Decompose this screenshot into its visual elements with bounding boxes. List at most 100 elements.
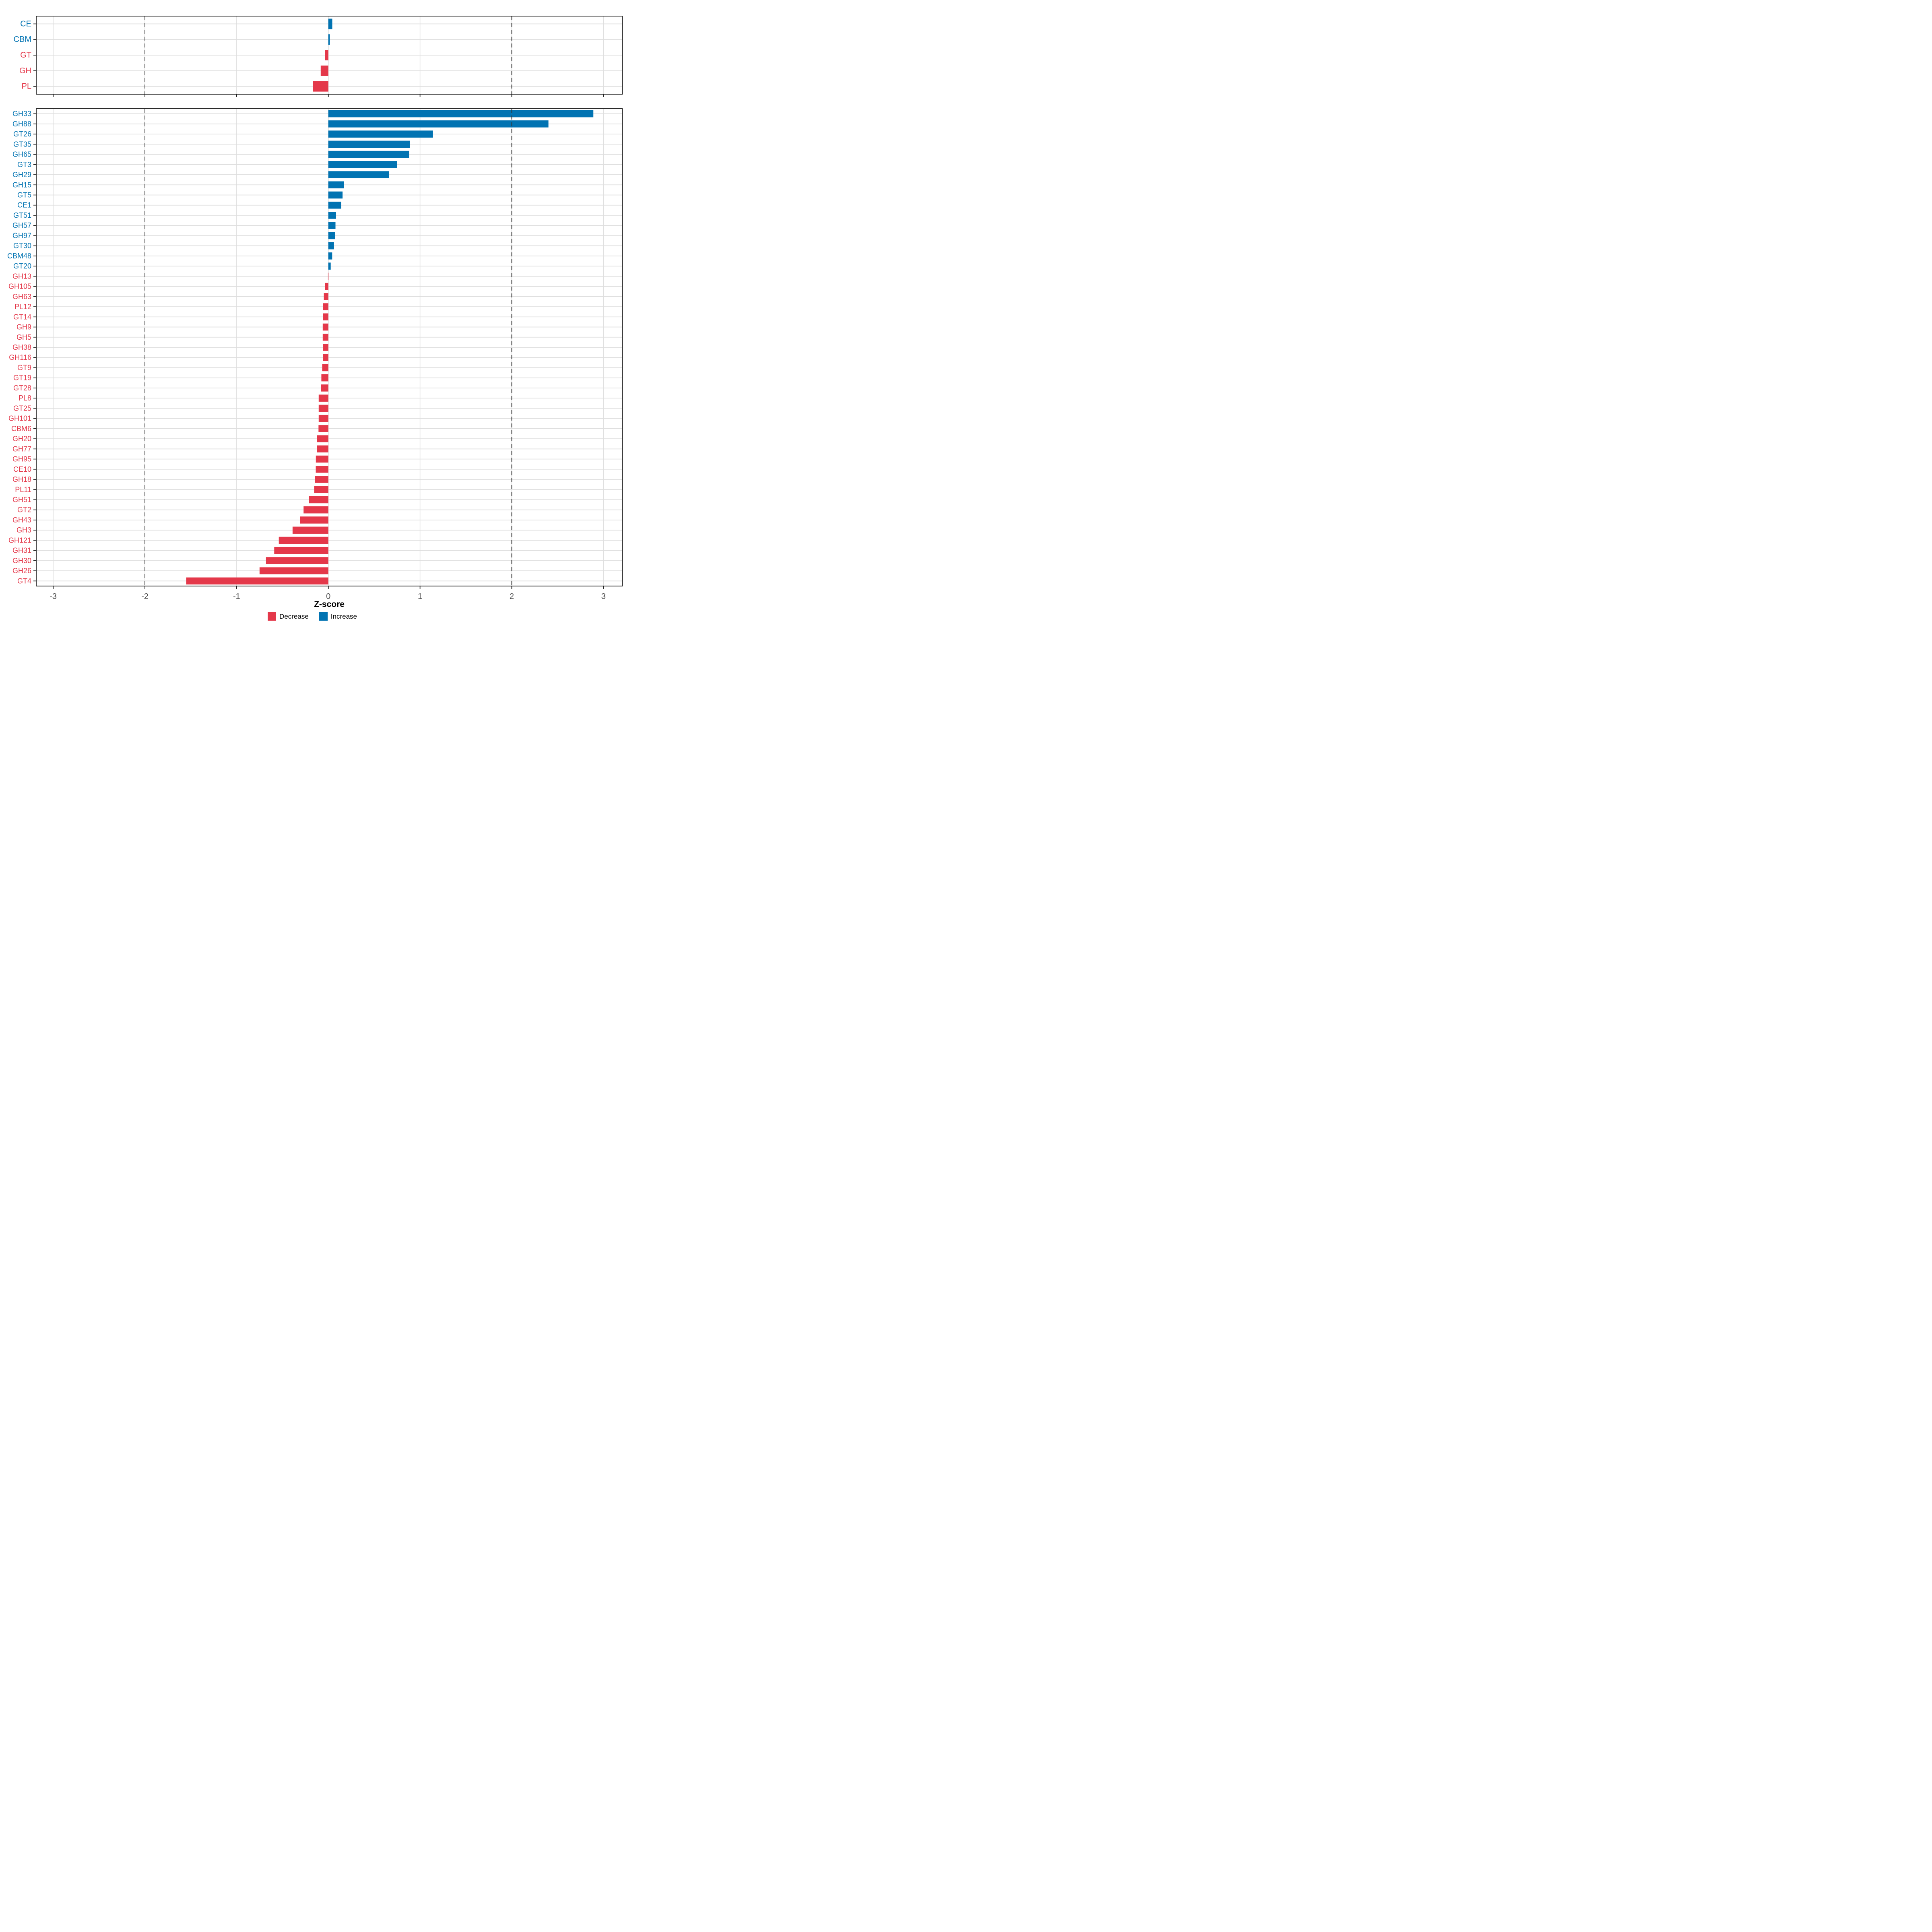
x-tick-label-2: 2 [510,592,514,601]
bar-GH33 [328,110,594,118]
bar-GT35 [328,140,410,148]
bar-CBM48 [328,252,332,260]
decrease-swatch [268,612,277,621]
bar-GH51 [309,496,328,504]
bar-GH20 [317,435,328,442]
y-label-GT19: GT19 [13,374,31,382]
bar-GT14 [323,313,328,321]
bar-GT4 [186,577,328,585]
bar-GH18 [315,476,328,483]
y-label-GH88: GH88 [12,120,31,128]
bar-GH9 [322,323,328,331]
y-label-GT35: GT35 [13,140,31,148]
y-label-GH38: GH38 [12,343,31,351]
bar-CE [328,19,332,29]
y-label-GT28: GT28 [13,384,31,392]
y-label-GH101: GH101 [8,415,31,423]
y-label-GT25: GT25 [13,404,31,412]
bar-GT26 [328,130,433,138]
legend-item-decrease: Decrease [268,612,309,621]
bar-CE1 [328,201,341,209]
y-label-GT4: GT4 [17,577,31,585]
y-label-GT2: GT2 [17,506,31,514]
bar-GH101 [318,415,328,422]
y-label-CE: CE [20,19,31,28]
y-label-GT14: GT14 [13,313,31,321]
y-label-GH116: GH116 [9,353,31,361]
bar-PL11 [314,486,328,493]
y-label-GH95: GH95 [12,455,31,463]
y-label-GH33: GH33 [12,110,31,118]
bar-GT9 [322,364,328,372]
legend-item-increase: Increase [319,612,357,621]
y-label-CE1: CE1 [17,201,31,209]
y-label-GH30: GH30 [12,557,31,565]
y-label-GH26: GH26 [12,567,31,575]
bar-GH38 [323,344,328,351]
y-label-GT: GT [20,51,31,60]
y-label-PL8: PL8 [19,394,31,402]
y-label-GH15: GH15 [12,181,31,189]
bar-GH121 [279,537,328,544]
y-label-CBM48: CBM48 [7,252,31,260]
y-label-GT9: GT9 [17,363,31,372]
bar-GH26 [259,567,328,574]
bar-GH43 [300,516,328,524]
bar-PL8 [318,394,328,402]
bar-GH29 [328,171,389,178]
y-label-CBM6: CBM6 [11,425,31,433]
bar-GH3 [292,526,328,534]
y-label-GH77: GH77 [12,445,31,453]
x-tick-label--1: -1 [233,592,240,601]
x-axis-title: Z-score [314,600,345,609]
bar-PL12 [323,303,328,310]
y-label-GH3: GH3 [17,526,31,534]
bar-GH97 [328,232,335,239]
y-label-GH: GH [19,66,31,75]
y-label-CBM: CBM [14,35,31,44]
y-label-GH13: GH13 [12,272,31,280]
y-label-GT30: GT30 [13,242,31,250]
increase-swatch [319,612,328,621]
x-tick-label-1: 1 [418,592,422,601]
bar-GH95 [316,455,328,463]
y-label-PL: PL [22,82,31,91]
x-tick-label-3: 3 [601,592,606,601]
bar-GH105 [325,283,328,290]
bar-GH [320,65,328,76]
y-label-PL11: PL11 [15,485,31,493]
bar-GH65 [328,151,409,158]
y-label-GT20: GT20 [13,262,31,270]
y-label-GH5: GH5 [17,333,31,341]
x-tick-label--2: -2 [141,592,149,601]
bar-CE10 [316,466,328,473]
bar-GH77 [317,445,328,453]
y-label-GH31: GH31 [12,547,31,555]
bar-GH30 [266,557,328,564]
y-label-GH43: GH43 [12,516,31,524]
legend-label-increase: Increase [330,612,357,620]
top-panel-plot: CE CBM GT GH PL [14,16,623,97]
y-label-GT5: GT5 [17,191,31,199]
bar-GH5 [322,334,328,341]
x-tick-label-0: 0 [326,592,330,601]
y-label-GH121: GH121 [8,536,31,544]
x-tick-label--3: -3 [50,592,57,601]
y-label-GT26: GT26 [13,130,31,138]
bar-PL [313,81,328,92]
y-label-GH20: GH20 [12,435,31,443]
bar-GT28 [321,384,328,392]
bar-GH31 [274,547,328,554]
bar-GT25 [318,405,328,412]
bar-GT2 [303,506,328,514]
y-label-GH57: GH57 [12,221,31,229]
y-label-GH65: GH65 [12,151,31,159]
bar-GT51 [328,212,336,219]
y-label-GH51: GH51 [12,496,31,504]
y-label-GH18: GH18 [12,475,31,483]
bar-CBM6 [318,425,328,432]
y-label-GT51: GT51 [13,211,31,219]
bar-GT5 [328,191,343,199]
bar-GT3 [328,161,397,168]
bar-CBM [328,34,330,45]
